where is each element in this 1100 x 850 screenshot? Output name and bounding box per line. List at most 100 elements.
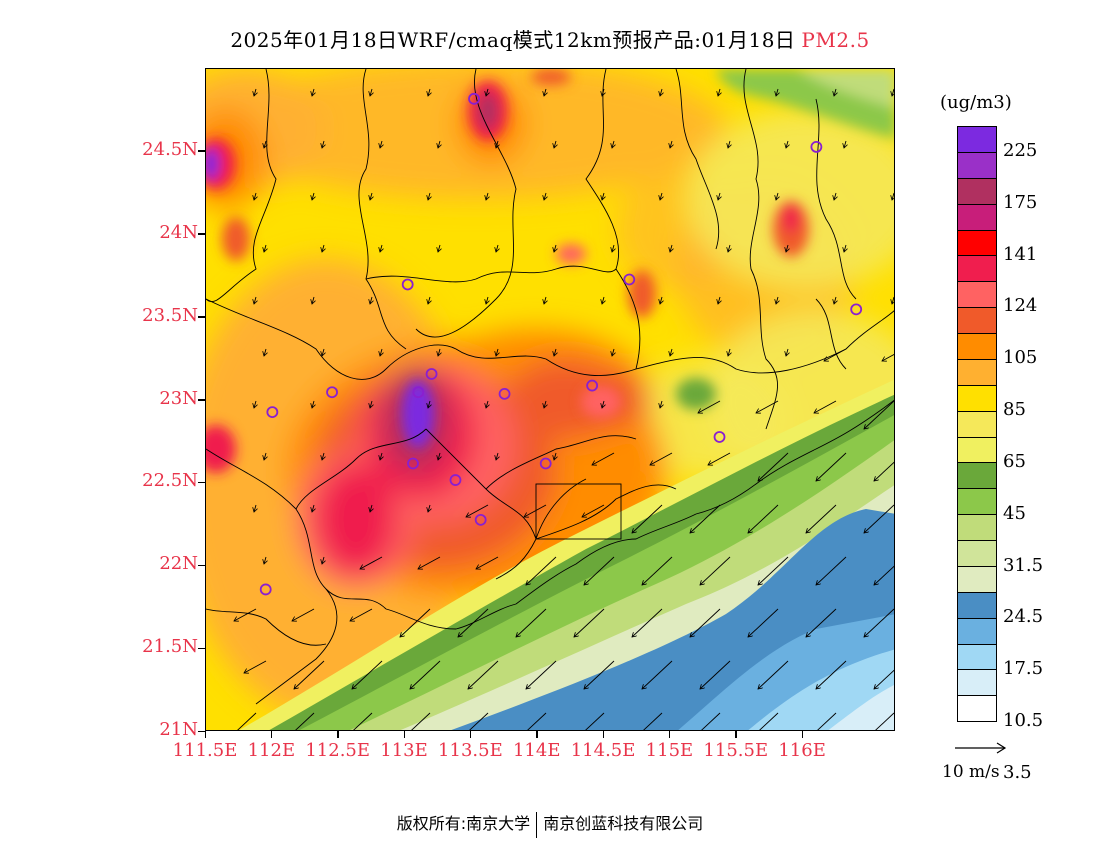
footer-right: 南京创蓝科技有限公司 [543,814,704,833]
lon-label: 113.5E [438,740,503,761]
wind-vector [360,556,383,569]
wind-vector [486,400,488,408]
wind-vector [428,192,430,200]
wind-vector [554,348,556,356]
lat-label: 22.5N [142,470,198,492]
monitoring-site-marker [407,457,419,470]
colorbar-segment [958,670,996,697]
wind-vector [816,556,847,585]
colorbar-label: 105 [1003,347,1038,369]
colorbar-label: 124 [1003,295,1038,317]
wind-vector [496,140,498,148]
wind-vector [834,88,836,96]
wind-vector [612,140,614,148]
colorbar-segment [958,411,996,438]
lon-label: 114E [512,740,561,761]
lat-label: 24N [159,221,198,243]
wind-vector [350,608,373,621]
monitoring-site-marker [850,303,863,316]
colorbar-segment [958,204,996,231]
wind-vector [758,556,789,585]
monitoring-site-marker [449,474,462,486]
lat-label: 23N [159,387,198,409]
lat-tick [198,647,205,650]
wind-vector [486,88,488,96]
lon-tick [801,731,804,738]
wind-vector [786,348,788,356]
wind-vector [776,296,778,304]
wind-vector [728,348,730,356]
wind-vector [718,296,720,304]
wind-vector [585,712,605,730]
wind-vector [700,660,731,689]
wind-vector [806,504,837,533]
wind-vector [786,140,788,148]
lat-label: 24.5N [142,138,198,160]
wind-vector [469,712,489,730]
colorbar-segment [958,463,996,490]
colorbar-label: 65 [1003,450,1026,472]
wind-vector [718,192,720,200]
wind-vector [756,400,779,413]
wind-vector [370,504,372,512]
wind-vector [816,660,847,689]
wind-vector [411,712,431,730]
wind-vector [728,140,730,148]
wind-vector [264,556,266,564]
wind-vector [370,400,372,408]
colorbar-label: 17.5 [1003,658,1044,680]
lat-tick [198,150,205,152]
wind-vector [312,400,314,408]
colorbar-segment [958,541,996,567]
lat-tick [198,564,205,567]
wind-vector [322,556,324,564]
wind-vector [418,556,441,569]
wind-vector [322,348,324,356]
wind-vector [574,608,605,637]
wind-vector [352,660,383,689]
wind-vector [864,400,894,429]
lon-tick [270,731,273,738]
wind-vector [370,296,372,304]
wind-vector [650,452,673,465]
wind-vector [670,348,672,356]
lon-label: 112E [247,740,296,761]
wind-vector [612,244,614,252]
colorbar-label: 175 [1003,191,1038,213]
wind-vector [524,504,547,517]
wind-vector [544,400,546,408]
wind-vector [643,712,663,730]
wind-vector [370,88,372,96]
colorbar-segment [958,282,996,309]
colorbar-segment [958,308,996,334]
wind-vector [410,660,441,689]
wind-vector [834,192,836,200]
colorbar-segment [958,334,996,360]
wind-vector [264,348,266,356]
lon-label: 116E [778,740,826,761]
wind-vector [380,452,382,460]
monitoring-site-marker [474,513,487,526]
wind-vector [892,192,894,200]
wind-vector [748,608,779,637]
lon-label: 113E [380,740,428,761]
lon-tick [668,731,671,738]
wind-vector [516,608,547,637]
wind-vector [748,504,779,533]
lon-label: 111.5E [172,740,238,761]
wind-vector [438,244,440,252]
lon-tick [337,731,339,738]
wind-vector [264,140,266,148]
lon-tick [469,731,472,738]
wind-vector [874,565,894,585]
wind-vector [254,400,256,408]
wind-vector [690,504,721,533]
colorbar-label: 85 [1003,399,1026,421]
monitoring-site-marker [259,583,272,596]
lon-tick [536,731,538,738]
colorbar-segment [958,127,996,153]
colorbar-label: 45 [1003,502,1026,524]
wind-vector [728,244,730,252]
wind-vector [322,244,324,252]
wind-vector [582,504,605,517]
